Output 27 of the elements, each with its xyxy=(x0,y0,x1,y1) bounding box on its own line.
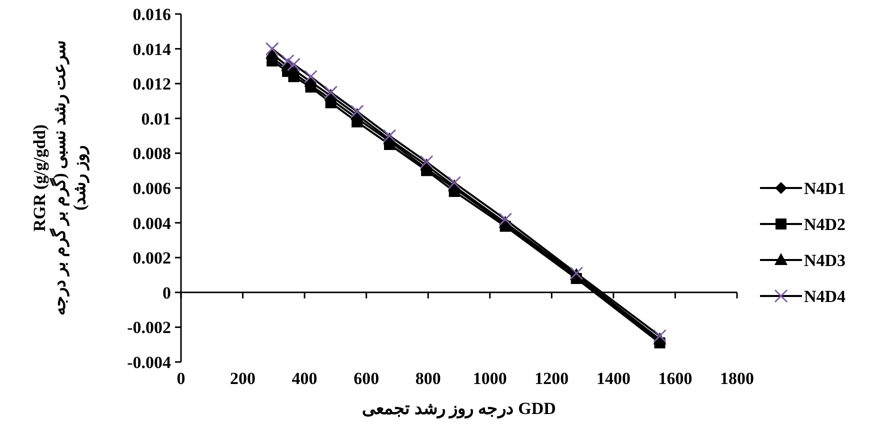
x-axis-title: درجه روز رشد تجمعی GDD xyxy=(361,398,557,419)
legend-label: N4D3 xyxy=(804,251,846,270)
x-tick-label: 0 xyxy=(176,369,186,388)
x-tick-label: 800 xyxy=(415,369,441,388)
x-tick-label: 1600 xyxy=(658,369,692,388)
y-tick-label: 0.016 xyxy=(132,5,171,24)
y-tick-label: 0.012 xyxy=(132,74,171,94)
y-tick-label: -0.004 xyxy=(127,353,172,372)
x-tick-label: 400 xyxy=(292,369,318,388)
x-tick-label: 1000 xyxy=(472,369,507,388)
x-tick-label: 1200 xyxy=(534,369,569,388)
y-tick-label: 0.01 xyxy=(141,109,171,128)
y-axis-title: RGR (g/g/gdd) سرعت رشد نسبی (گرم بر گرم بر درجه روز رشد) xyxy=(30,39,90,318)
x-tick-label: 200 xyxy=(230,369,256,388)
x-tick-label: 1400 xyxy=(596,369,630,388)
y-tick-label: 0.008 xyxy=(132,144,171,164)
legend-label: N4D2 xyxy=(804,215,846,234)
y-tick-label: 0 xyxy=(162,283,171,302)
y-tick-label: 0.014 xyxy=(132,40,172,59)
x-tick-label: 600 xyxy=(354,369,380,388)
x-tick-label: 1800 xyxy=(720,369,754,388)
y-tick-label: 0.004 xyxy=(132,214,172,233)
y-tick-label: 0.002 xyxy=(132,248,171,268)
y-tick-label: -0.002 xyxy=(127,318,171,338)
legend-label: N4D4 xyxy=(804,287,846,306)
legend-label: N4D1 xyxy=(804,179,846,198)
y-tick-label: 0.006 xyxy=(132,179,171,198)
